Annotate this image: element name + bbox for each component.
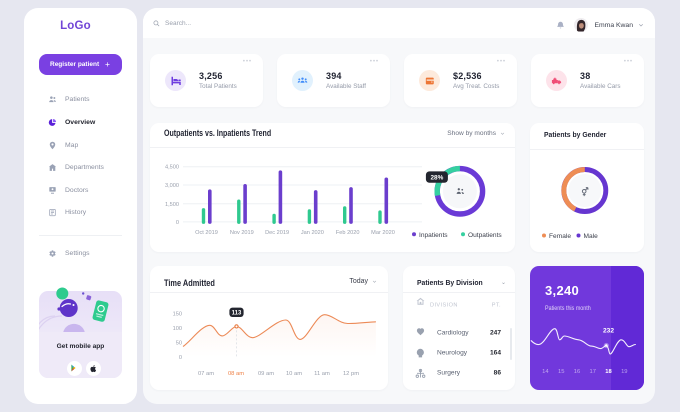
svg-text:50: 50 bbox=[176, 341, 182, 347]
svg-text:PT.: PT. bbox=[492, 303, 501, 309]
svg-text:Dec 2019: Dec 2019 bbox=[265, 230, 289, 236]
svg-text:150: 150 bbox=[173, 312, 182, 318]
svg-text:113: 113 bbox=[232, 310, 242, 316]
svg-text:Inpatients: Inpatients bbox=[419, 232, 448, 239]
svg-text:100: 100 bbox=[173, 326, 182, 332]
svg-text:Male: Male bbox=[584, 233, 599, 240]
svg-text:08 am: 08 am bbox=[228, 371, 244, 377]
svg-text:07 am: 07 am bbox=[198, 371, 214, 377]
svg-text:Jan 2020: Jan 2020 bbox=[301, 230, 324, 236]
svg-text:Female: Female bbox=[549, 233, 571, 240]
svg-text:4,500: 4,500 bbox=[165, 165, 179, 171]
svg-text:Mar 2020: Mar 2020 bbox=[371, 230, 395, 236]
svg-text:0: 0 bbox=[176, 220, 179, 226]
svg-text:247: 247 bbox=[490, 330, 501, 337]
svg-text:3,000: 3,000 bbox=[165, 183, 179, 189]
svg-text:DIVISION: DIVISION bbox=[430, 303, 458, 309]
svg-text:Nov 2019: Nov 2019 bbox=[230, 230, 254, 236]
svg-text:16: 16 bbox=[574, 369, 580, 375]
svg-text:86: 86 bbox=[494, 370, 502, 377]
svg-text:14: 14 bbox=[542, 369, 549, 375]
svg-text:Surgery: Surgery bbox=[437, 370, 461, 377]
svg-text:Feb 2020: Feb 2020 bbox=[336, 230, 360, 236]
svg-text:Cardiology: Cardiology bbox=[437, 330, 469, 337]
svg-text:10 am: 10 am bbox=[286, 371, 302, 377]
svg-text:17: 17 bbox=[589, 369, 595, 375]
svg-text:232: 232 bbox=[603, 328, 614, 335]
svg-text:15: 15 bbox=[558, 369, 564, 375]
svg-text:0: 0 bbox=[179, 355, 182, 361]
svg-text:09 am: 09 am bbox=[258, 371, 274, 377]
svg-text:28%: 28% bbox=[431, 174, 444, 181]
svg-text:Neurology: Neurology bbox=[437, 350, 468, 357]
svg-text:19: 19 bbox=[621, 369, 627, 375]
svg-text:12 pm: 12 pm bbox=[343, 371, 359, 377]
svg-text:Oct 2019: Oct 2019 bbox=[195, 230, 218, 236]
svg-text:11 am: 11 am bbox=[314, 371, 330, 377]
svg-text:164: 164 bbox=[490, 350, 501, 357]
svg-text:18: 18 bbox=[605, 369, 612, 375]
svg-text:Outpatients: Outpatients bbox=[468, 232, 502, 239]
svg-text:1,500: 1,500 bbox=[165, 202, 179, 208]
